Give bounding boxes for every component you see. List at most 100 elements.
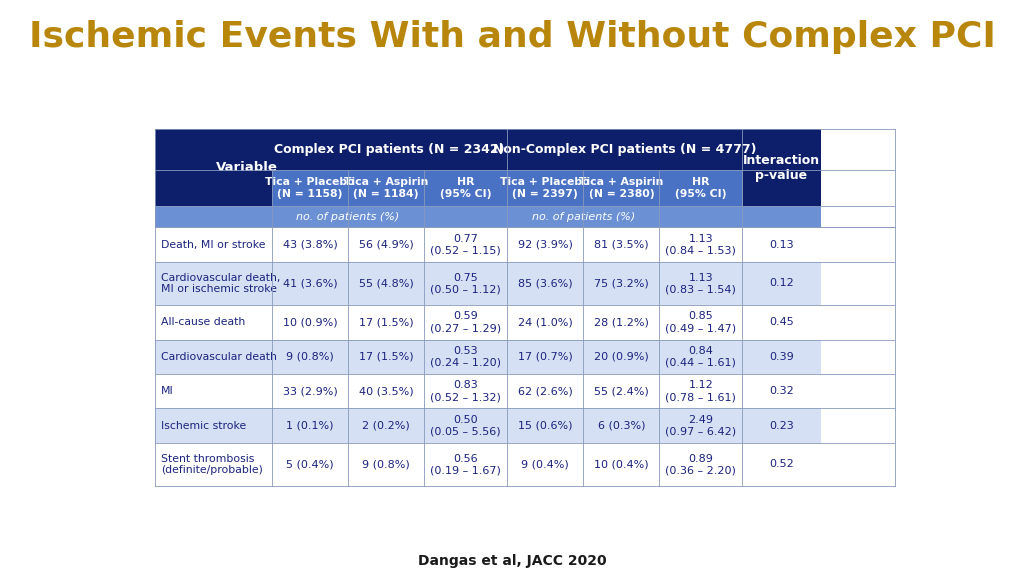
Bar bbox=[348, 305, 424, 339]
Text: 81 (3.5%): 81 (3.5%) bbox=[594, 240, 648, 249]
Bar bbox=[742, 374, 820, 408]
Text: Tica + Aspirin
(N = 2380): Tica + Aspirin (N = 2380) bbox=[580, 177, 664, 199]
Bar bbox=[424, 262, 507, 305]
Bar bbox=[424, 305, 507, 339]
Text: 2 (0.2%): 2 (0.2%) bbox=[362, 420, 410, 431]
Bar bbox=[584, 305, 659, 339]
Text: 43 (3.8%): 43 (3.8%) bbox=[283, 240, 337, 249]
Bar bbox=[424, 206, 507, 228]
Text: Cardiovascular death,
MI or ischemic stroke: Cardiovascular death, MI or ischemic str… bbox=[162, 272, 281, 294]
Bar bbox=[271, 228, 348, 262]
Text: 1 (0.1%): 1 (0.1%) bbox=[286, 420, 334, 431]
Bar bbox=[424, 408, 507, 443]
Bar bbox=[424, 170, 507, 206]
Bar bbox=[742, 408, 820, 443]
Bar bbox=[659, 339, 742, 374]
Bar bbox=[155, 408, 271, 443]
Text: 0.39: 0.39 bbox=[769, 352, 794, 362]
Text: 17 (1.5%): 17 (1.5%) bbox=[358, 352, 414, 362]
Text: 0.83
(0.52 – 1.32): 0.83 (0.52 – 1.32) bbox=[430, 380, 501, 402]
Text: 1.12
(0.78 – 1.61): 1.12 (0.78 – 1.61) bbox=[666, 380, 736, 402]
Bar bbox=[659, 170, 742, 206]
Text: 85 (3.6%): 85 (3.6%) bbox=[518, 278, 572, 289]
Bar bbox=[659, 262, 742, 305]
Text: 0.32: 0.32 bbox=[769, 386, 794, 396]
Text: 24 (1.0%): 24 (1.0%) bbox=[518, 317, 572, 327]
Bar bbox=[584, 374, 659, 408]
Bar bbox=[507, 305, 584, 339]
Text: 0.84
(0.44 – 1.61): 0.84 (0.44 – 1.61) bbox=[666, 346, 736, 367]
Bar bbox=[659, 443, 742, 486]
Text: 0.77
(0.52 – 1.15): 0.77 (0.52 – 1.15) bbox=[430, 234, 501, 256]
Text: HR
(95% CI): HR (95% CI) bbox=[440, 177, 492, 199]
Bar bbox=[742, 305, 820, 339]
Bar bbox=[584, 262, 659, 305]
Bar bbox=[348, 408, 424, 443]
Text: 0.59
(0.27 – 1.29): 0.59 (0.27 – 1.29) bbox=[430, 312, 501, 333]
Bar bbox=[155, 374, 271, 408]
Text: no. of patients (%): no. of patients (%) bbox=[296, 212, 399, 222]
Bar bbox=[507, 408, 584, 443]
Bar bbox=[584, 408, 659, 443]
Bar bbox=[155, 339, 271, 374]
Bar bbox=[584, 170, 659, 206]
Bar bbox=[271, 443, 348, 486]
Bar bbox=[271, 408, 348, 443]
Text: Interaction
p-value: Interaction p-value bbox=[742, 154, 820, 181]
Text: 0.52: 0.52 bbox=[769, 460, 794, 469]
Bar bbox=[348, 339, 424, 374]
Text: 0.45: 0.45 bbox=[769, 317, 794, 327]
Text: 40 (3.5%): 40 (3.5%) bbox=[358, 386, 414, 396]
Text: 28 (1.2%): 28 (1.2%) bbox=[594, 317, 649, 327]
Bar bbox=[507, 339, 584, 374]
Text: 9 (0.8%): 9 (0.8%) bbox=[286, 352, 334, 362]
Text: 55 (4.8%): 55 (4.8%) bbox=[358, 278, 414, 289]
Bar bbox=[742, 443, 820, 486]
Text: MI: MI bbox=[162, 386, 174, 396]
Text: Cardiovascular death: Cardiovascular death bbox=[162, 352, 278, 362]
Bar bbox=[507, 443, 584, 486]
Bar bbox=[742, 339, 820, 374]
Text: 0.56
(0.19 – 1.67): 0.56 (0.19 – 1.67) bbox=[430, 454, 501, 475]
Bar bbox=[659, 305, 742, 339]
Bar bbox=[155, 262, 271, 305]
Text: Tica + Placebo
(N = 2397): Tica + Placebo (N = 2397) bbox=[501, 177, 590, 199]
Text: 17 (1.5%): 17 (1.5%) bbox=[358, 317, 414, 327]
Text: 0.23: 0.23 bbox=[769, 420, 794, 431]
Bar bbox=[424, 443, 507, 486]
Text: HR
(95% CI): HR (95% CI) bbox=[675, 177, 727, 199]
Text: 1.13
(0.83 – 1.54): 1.13 (0.83 – 1.54) bbox=[666, 272, 736, 294]
Text: 41 (3.6%): 41 (3.6%) bbox=[283, 278, 337, 289]
Bar bbox=[155, 305, 271, 339]
Bar bbox=[742, 228, 820, 262]
Bar bbox=[155, 443, 271, 486]
Bar bbox=[742, 129, 820, 206]
Text: Stent thrombosis
(definite/probable): Stent thrombosis (definite/probable) bbox=[162, 454, 263, 475]
Text: All-cause death: All-cause death bbox=[162, 317, 246, 327]
Bar bbox=[155, 206, 271, 228]
Text: Tica + Aspirin
(N = 1184): Tica + Aspirin (N = 1184) bbox=[344, 177, 428, 199]
Text: 6 (0.3%): 6 (0.3%) bbox=[598, 420, 645, 431]
Text: 20 (0.9%): 20 (0.9%) bbox=[594, 352, 648, 362]
Bar bbox=[742, 206, 820, 228]
Text: 0.50
(0.05 – 5.56): 0.50 (0.05 – 5.56) bbox=[430, 415, 501, 437]
Text: 33 (2.9%): 33 (2.9%) bbox=[283, 386, 337, 396]
Text: 0.75
(0.50 – 1.12): 0.75 (0.50 – 1.12) bbox=[430, 272, 501, 294]
Text: 5 (0.4%): 5 (0.4%) bbox=[286, 460, 334, 469]
Bar bbox=[348, 228, 424, 262]
Bar bbox=[424, 228, 507, 262]
Text: 92 (3.9%): 92 (3.9%) bbox=[518, 240, 572, 249]
Text: 10 (0.4%): 10 (0.4%) bbox=[594, 460, 648, 469]
Bar bbox=[584, 339, 659, 374]
Bar bbox=[348, 443, 424, 486]
Text: Ischemic Events With and Without Complex PCI: Ischemic Events With and Without Complex… bbox=[29, 20, 995, 54]
Bar bbox=[659, 408, 742, 443]
Bar bbox=[742, 262, 820, 305]
Bar bbox=[271, 374, 348, 408]
Text: 62 (2.6%): 62 (2.6%) bbox=[518, 386, 572, 396]
Text: 0.12: 0.12 bbox=[769, 278, 794, 289]
Bar bbox=[507, 206, 659, 228]
Text: 15 (0.6%): 15 (0.6%) bbox=[518, 420, 572, 431]
Bar bbox=[348, 170, 424, 206]
Text: 75 (3.2%): 75 (3.2%) bbox=[594, 278, 648, 289]
